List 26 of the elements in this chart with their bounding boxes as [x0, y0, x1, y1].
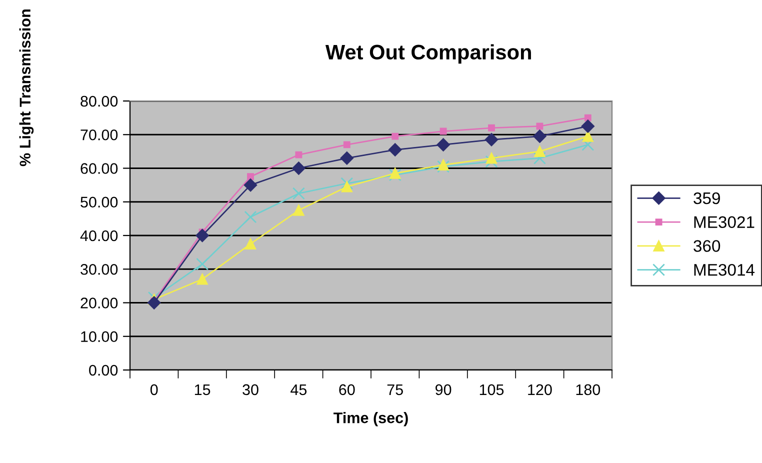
y-tick-label: 30.00: [80, 264, 118, 275]
legend-label: ME3021: [694, 216, 754, 228]
x-tick-label: 30: [242, 384, 258, 396]
legend-label: ME3014: [694, 264, 755, 276]
y-tick-label: 0.00: [89, 364, 118, 376]
x-tick-label: 90: [436, 384, 452, 396]
x-tick-label: 120: [528, 384, 552, 396]
y-tick-label: 70.00: [80, 129, 118, 140]
legend-label: 359: [694, 192, 720, 204]
x-tick-label: 45: [290, 384, 307, 396]
x-tick-label: 15: [194, 384, 210, 396]
y-tick-label: 20.00: [80, 298, 118, 308]
y-tick-label: 40.00: [80, 230, 118, 242]
y-tick-label: 50.00: [80, 196, 118, 208]
y-axis-title: % Light Transmission: [19, 10, 34, 166]
x-tick-label: 0: [150, 384, 158, 396]
x-axis-title: Time (sec): [334, 412, 408, 426]
x-tick-label: 75: [387, 384, 403, 396]
x-tick-label: 180: [576, 384, 600, 396]
legend-label: 360: [694, 240, 720, 252]
y-tick-label: 60.00: [80, 163, 118, 174]
y-tick-label: 80.00: [80, 96, 118, 107]
chart-title: Wet Out Comparison: [325, 44, 531, 64]
x-tick-label: 105: [480, 384, 504, 396]
x-tick-label: 60: [339, 384, 355, 396]
y-tick-label: 10.00: [81, 331, 118, 342]
